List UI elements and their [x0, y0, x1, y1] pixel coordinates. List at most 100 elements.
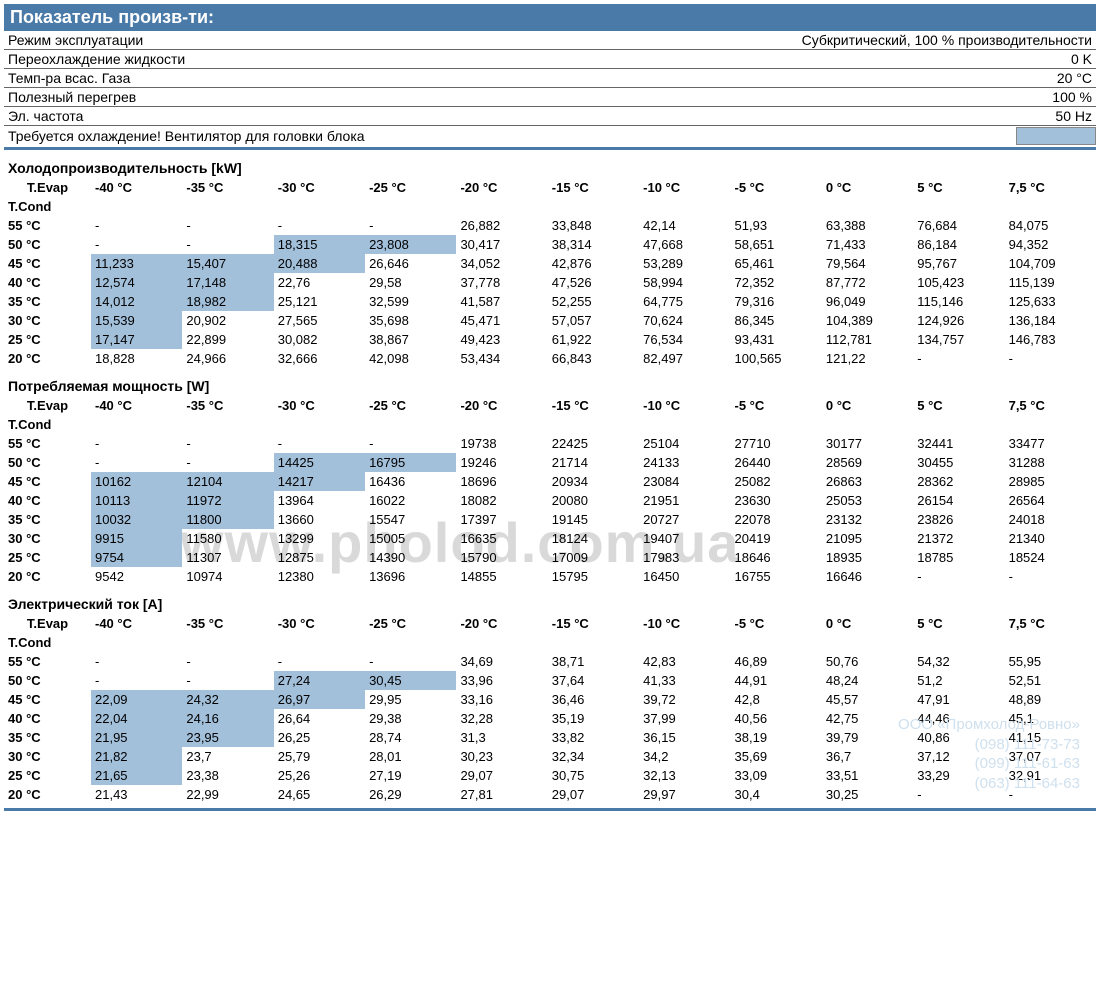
data-cell: 24018 [1005, 510, 1096, 529]
table-row: 40 °C12,57417,14822,7629,5837,77847,5265… [4, 273, 1096, 292]
row-label: 35 °C [4, 728, 91, 747]
data-cell: - [274, 434, 365, 453]
table-row: 35 °C10032118001366015547173971914520727… [4, 510, 1096, 529]
data-cell: 30,75 [548, 766, 639, 785]
data-cell: 33,848 [548, 216, 639, 235]
data-cell: 65,461 [731, 254, 822, 273]
data-cell: 33,82 [548, 728, 639, 747]
data-cell: 16450 [639, 567, 730, 586]
table-row: 35 °C14,01218,98225,12132,59941,58752,25… [4, 292, 1096, 311]
column-header: -35 °C [182, 178, 273, 197]
data-cell: 16635 [456, 529, 547, 548]
data-cell: 35,698 [365, 311, 456, 330]
data-cell: 36,46 [548, 690, 639, 709]
data-cell: 16436 [365, 472, 456, 491]
data-cell: 20934 [548, 472, 639, 491]
column-header: -5 °C [731, 614, 822, 633]
data-cell: 11,233 [91, 254, 182, 273]
data-cell: - [91, 671, 182, 690]
data-cell: 54,32 [913, 652, 1004, 671]
data-sections: Холодопроизводительность [kW]T.Evap-40 °… [4, 158, 1096, 811]
param-label: Полезный перегрев [8, 89, 136, 105]
table-row: 30 °C21,8223,725,7928,0130,2332,3434,235… [4, 747, 1096, 766]
data-cell: 22,899 [182, 330, 273, 349]
data-cell: 44,91 [731, 671, 822, 690]
data-cell: 13660 [274, 510, 365, 529]
data-cell: 18,315 [274, 235, 365, 254]
data-cell: 52,255 [548, 292, 639, 311]
table-row: 25 °C97541130712875143901579017009179831… [4, 548, 1096, 567]
data-cell: 33477 [1005, 434, 1096, 453]
data-cell: 17397 [456, 510, 547, 529]
data-cell: 47,91 [913, 690, 1004, 709]
column-header: 7,5 °C [1005, 396, 1096, 415]
data-cell: 25053 [822, 491, 913, 510]
data-cell: 23826 [913, 510, 1004, 529]
param-value: 50 Hz [1055, 108, 1092, 124]
row-label: 45 °C [4, 472, 91, 491]
data-cell: 32,34 [548, 747, 639, 766]
data-cell: 20080 [548, 491, 639, 510]
data-cell: 18082 [456, 491, 547, 510]
table-row: 50 °C--144251679519246217142413326440285… [4, 453, 1096, 472]
data-cell: 30,417 [456, 235, 547, 254]
data-cell: 9915 [91, 529, 182, 548]
data-cell: 24,32 [182, 690, 273, 709]
data-cell: 36,15 [639, 728, 730, 747]
data-cell: 28362 [913, 472, 1004, 491]
data-cell: - [913, 785, 1004, 804]
section-title: Холодопроизводительность [kW] [4, 158, 1096, 178]
data-cell: 29,97 [639, 785, 730, 804]
divider [4, 147, 1096, 150]
data-cell: 100,565 [731, 349, 822, 368]
data-cell: - [182, 216, 273, 235]
data-cell: 93,431 [731, 330, 822, 349]
data-cell: 18646 [731, 548, 822, 567]
data-cell: 42,14 [639, 216, 730, 235]
divider [4, 808, 1096, 811]
data-cell: 22425 [548, 434, 639, 453]
data-cell: 15795 [548, 567, 639, 586]
section-header: Показатель произв-ти: [4, 4, 1096, 31]
data-cell: 33,09 [731, 766, 822, 785]
data-cell: 12,574 [91, 273, 182, 292]
data-cell: 22078 [731, 510, 822, 529]
data-cell: 25082 [731, 472, 822, 491]
table-row: 35 °C21,9523,9526,2528,7431,333,8236,153… [4, 728, 1096, 747]
data-cell: 36,7 [822, 747, 913, 766]
data-cell: 17009 [548, 548, 639, 567]
row-label: 40 °C [4, 709, 91, 728]
data-cell: 124,926 [913, 311, 1004, 330]
param-value: 100 % [1052, 89, 1092, 105]
data-cell: 19145 [548, 510, 639, 529]
param-label: Режим эксплуатации [8, 32, 143, 48]
data-cell: 38,19 [731, 728, 822, 747]
data-cell: 70,624 [639, 311, 730, 330]
data-cell: 146,783 [1005, 330, 1096, 349]
data-cell: 19246 [456, 453, 547, 472]
param-value: 0 K [1071, 51, 1092, 67]
data-cell: 29,38 [365, 709, 456, 728]
data-cell: 71,433 [822, 235, 913, 254]
data-cell: 37,778 [456, 273, 547, 292]
data-cell: 31288 [1005, 453, 1096, 472]
table-row: 40 °C22,0424,1626,6429,3832,2835,1937,99… [4, 709, 1096, 728]
data-cell: 21340 [1005, 529, 1096, 548]
row-label: 45 °C [4, 690, 91, 709]
data-cell: 61,922 [548, 330, 639, 349]
data-cell: 86,345 [731, 311, 822, 330]
table-row: 45 °C10162121041421716436186962093423084… [4, 472, 1096, 491]
param-value: Субкритический, 100 % производительности [802, 32, 1092, 48]
data-cell: 37,64 [548, 671, 639, 690]
data-cell: 79,564 [822, 254, 913, 273]
data-cell: 21,43 [91, 785, 182, 804]
data-cell: 41,15 [1005, 728, 1096, 747]
column-header: -5 °C [731, 396, 822, 415]
data-cell: 40,56 [731, 709, 822, 728]
table-row: 45 °C11,23315,40720,48826,64634,05242,87… [4, 254, 1096, 273]
column-header: -10 °C [639, 178, 730, 197]
data-cell: - [91, 434, 182, 453]
data-cell: 63,388 [822, 216, 913, 235]
data-cell: 32,28 [456, 709, 547, 728]
data-cell: 26440 [731, 453, 822, 472]
